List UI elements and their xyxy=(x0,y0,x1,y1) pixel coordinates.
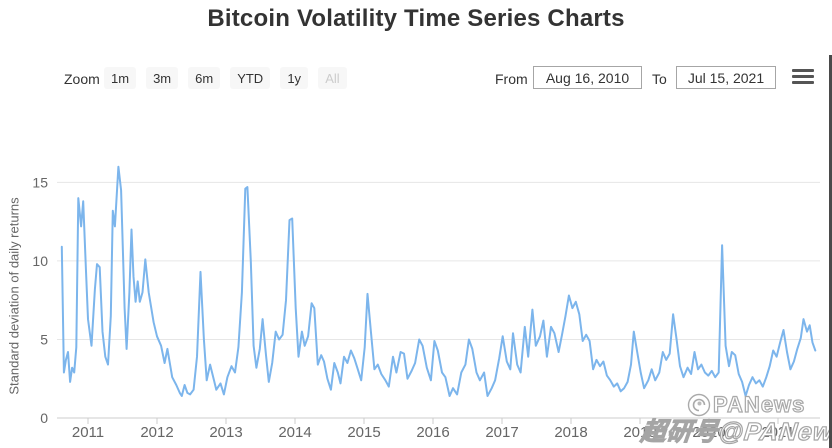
svg-text:2020: 2020 xyxy=(692,424,725,441)
panews-swirl-logo-icon xyxy=(687,393,711,417)
zoom-button-3m[interactable]: 3m xyxy=(146,67,179,89)
zoom-button-1y[interactable]: 1y xyxy=(280,67,309,89)
svg-text:2019: 2019 xyxy=(623,424,656,441)
svg-text:5: 5 xyxy=(40,332,48,348)
y-axis-title: Standard deviation of daily returns xyxy=(6,197,22,395)
svg-text:2017: 2017 xyxy=(485,424,518,441)
from-date-input[interactable] xyxy=(533,66,642,89)
page-title: Bitcoin Volatility Time Series Charts xyxy=(207,5,625,32)
svg-text:10: 10 xyxy=(32,253,48,269)
zoom-button-6m[interactable]: 6m xyxy=(188,67,221,89)
to-date-input[interactable] xyxy=(676,66,776,89)
svg-text:2013: 2013 xyxy=(209,424,242,441)
watermark-brand-text: PANews xyxy=(712,391,806,417)
chart-plot-area[interactable] xyxy=(57,130,820,418)
zoom-button-ytd[interactable]: YTD xyxy=(230,67,271,89)
svg-text:2014: 2014 xyxy=(278,424,311,441)
from-label: From xyxy=(495,71,528,87)
export-menu-hamburger-icon[interactable] xyxy=(792,69,814,84)
svg-text:2015: 2015 xyxy=(347,424,380,441)
zoom-button-1m[interactable]: 1m xyxy=(104,67,137,89)
svg-text:15: 15 xyxy=(32,174,48,190)
watermark-byline-text: 超研号@PANews xyxy=(639,417,832,446)
svg-text:0: 0 xyxy=(40,410,48,426)
svg-text:2018: 2018 xyxy=(554,424,587,441)
zoom-button-all[interactable]: All xyxy=(318,67,347,89)
watermark-brand-row: PANews xyxy=(686,391,806,418)
svg-text:2011: 2011 xyxy=(72,424,104,441)
range-selector-buttons: 1m 3m 6m YTD 1y All xyxy=(104,67,347,89)
zoom-label: Zoom xyxy=(64,71,100,87)
to-label: To xyxy=(652,71,667,87)
svg-text:2021: 2021 xyxy=(761,424,794,441)
svg-text:2016: 2016 xyxy=(416,424,449,441)
image-edge-strip xyxy=(829,55,832,448)
svg-text:2012: 2012 xyxy=(140,424,173,441)
